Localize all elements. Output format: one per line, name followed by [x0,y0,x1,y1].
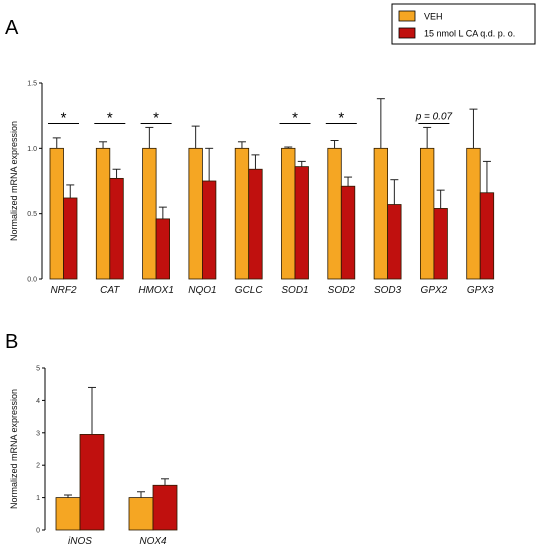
panel-a-bar-gpx2-veh [419,147,435,280]
panel-a-y-axis-title: Normalized mRNA expression [9,121,19,241]
panel-a-bar-sod2-ca [340,185,356,280]
panel-a-significance-label: * [292,110,298,127]
panel-a-significance-label: * [107,110,113,127]
panel-a-bar-gclc-ca [248,168,263,280]
panel-b-category-label-nox4: NOX4 [139,536,167,547]
panel-a-bar-sod1-ca [294,166,309,280]
legend-swatch-veh [398,10,416,22]
panel-a-bar-nrf2-ca [63,197,78,280]
panel-a-category-label-hmox1: HMOX1 [138,285,174,296]
panel-a-bar-sod2-veh [327,147,342,280]
panel-a-category-label-sod2: SOD2 [328,285,356,296]
panel-a-significance-label: * [61,110,67,127]
panel-a-category-label-gpx3: GPX3 [467,285,494,296]
panel-a-bar-nqo1-veh [188,147,203,280]
legend: VEH 15 nmol L CA q.d. p. o. [391,3,536,45]
legend-label-veh: VEH [424,12,443,22]
panel-a-bar-gpx2-ca [433,208,448,280]
panel-a-category-label-sod3: SOD3 [374,285,402,296]
panel-a-category-label-gclc: GCLC [235,285,264,296]
panel-a-y-tick-label: 1.0 [27,146,37,153]
panel-b-bar-nox4-veh [128,497,154,531]
panel-b-chart: Normalized mRNA expression 0 1 2 3 4 5 iNOS NOX… [9,366,178,547]
panel-a-category-label-nrf2: NRF2 [50,285,77,296]
panel-a-significance-label: * [338,110,344,127]
panel-a-bar-cat-veh [95,147,111,280]
panel-b-y-tick-label: 3 [36,430,40,437]
panel-b-letter: B [5,331,18,353]
panel-a-bar-hmox1-ca [155,218,171,280]
panel-b-category-label-inos: iNOS [68,536,92,547]
panel-b-bar-inos-veh [55,497,81,531]
panel-a-bar-nqo1-ca [201,180,217,280]
legend-box [391,3,536,45]
panel-b-y-tick-label: 1 [36,495,40,502]
panel-a-y-tick-label: 1.5 [27,81,37,88]
panel-a-letter: A [5,17,19,39]
legend-label-ca: 15 nmol L CA q.d. p. o. [424,29,515,39]
panel-a-bar-sod1-veh [281,147,296,280]
panel-a-bar-hmox1-veh [142,147,157,280]
panel-a-bar-cat-ca [109,177,124,280]
panel-b-y-tick-label: 4 [36,398,40,405]
panel-a-bar-sod3-veh [373,147,389,280]
panel-a-y-tick-label: 0.0 [27,277,37,284]
panel-a-category-label-gpx2: GPX2 [421,285,448,296]
panel-a-y-tick-label: 0.5 [27,211,37,218]
legend-swatch-ca [398,27,416,39]
panel-b-y-axis-title: Normalized mRNA expression [9,389,19,509]
panel-a-bar-gpx3-veh [466,147,481,280]
panel-a-bar-gpx3-ca [479,192,495,280]
panel-b-y-tick-label: 5 [36,366,40,373]
panel-a-category-label-cat: CAT [100,285,120,296]
panel-b-bar-nox4-ca [152,484,178,531]
panel-b-y-tick-label: 2 [36,463,40,470]
panel-b-y-tick-label: 0 [36,528,40,535]
panel-a-bar-gclc-veh [234,147,250,280]
panel-a-significance-label: * [153,110,159,127]
panel-a-chart: Normalized mRNA expression 0.0 0.5 1.0 1.5 N… [9,81,495,296]
panel-a-category-label-nqo1: NQO1 [188,285,216,296]
panel-a-bar-nrf2-veh [49,147,64,280]
panel-b-bar-inos-ca [79,434,105,531]
panel-a-significance-label: p = 0.07 [415,112,453,123]
panel-a-bar-sod3-ca [387,204,402,280]
panel-a-category-label-sod1: SOD1 [281,285,308,296]
